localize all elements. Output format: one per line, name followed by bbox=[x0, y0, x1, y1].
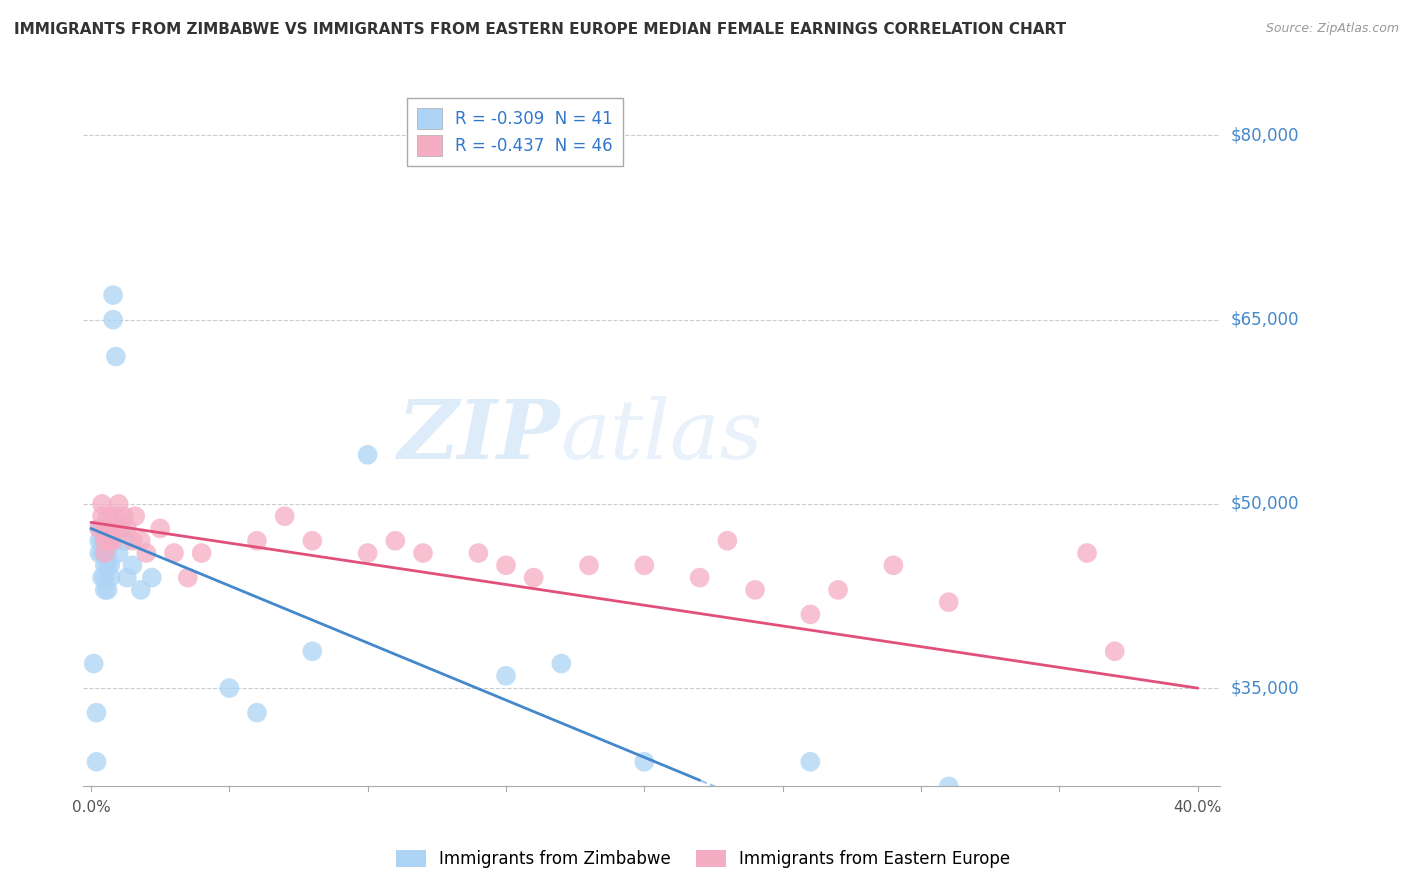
Point bbox=[101, 288, 124, 302]
Point bbox=[91, 497, 114, 511]
Point bbox=[91, 533, 114, 548]
Point bbox=[94, 533, 117, 548]
Point bbox=[129, 533, 152, 548]
Point bbox=[827, 582, 849, 597]
Text: Source: ZipAtlas.com: Source: ZipAtlas.com bbox=[1265, 22, 1399, 36]
Point bbox=[94, 546, 117, 560]
Point bbox=[301, 533, 323, 548]
Point bbox=[101, 533, 124, 548]
Point bbox=[112, 509, 135, 524]
Point bbox=[495, 669, 517, 683]
Point bbox=[94, 533, 117, 548]
Point bbox=[98, 558, 121, 573]
Point bbox=[938, 780, 960, 794]
Point bbox=[799, 755, 821, 769]
Point bbox=[94, 521, 117, 535]
Point bbox=[98, 533, 121, 548]
Point bbox=[412, 546, 434, 560]
Point bbox=[98, 521, 121, 535]
Point bbox=[121, 533, 143, 548]
Point bbox=[110, 521, 132, 535]
Point bbox=[107, 546, 129, 560]
Point bbox=[523, 571, 546, 585]
Point bbox=[578, 558, 600, 573]
Point bbox=[97, 533, 120, 548]
Point bbox=[94, 558, 117, 573]
Point bbox=[744, 582, 766, 597]
Point bbox=[121, 558, 143, 573]
Point bbox=[633, 558, 655, 573]
Point bbox=[89, 546, 111, 560]
Point bbox=[938, 595, 960, 609]
Text: $80,000: $80,000 bbox=[1232, 127, 1299, 145]
Point bbox=[115, 571, 138, 585]
Point bbox=[356, 448, 378, 462]
Point bbox=[94, 571, 117, 585]
Point bbox=[135, 546, 157, 560]
Point bbox=[107, 497, 129, 511]
Text: $50,000: $50,000 bbox=[1232, 495, 1299, 513]
Point bbox=[97, 521, 120, 535]
Point bbox=[112, 533, 135, 548]
Point bbox=[94, 546, 117, 560]
Point bbox=[104, 509, 127, 524]
Point bbox=[384, 533, 406, 548]
Point bbox=[94, 582, 117, 597]
Point bbox=[218, 681, 240, 695]
Point bbox=[129, 582, 152, 597]
Point bbox=[104, 350, 127, 364]
Point bbox=[107, 521, 129, 535]
Point bbox=[97, 546, 120, 560]
Point bbox=[141, 571, 163, 585]
Point bbox=[98, 571, 121, 585]
Text: ZIP: ZIP bbox=[398, 396, 560, 476]
Legend: Immigrants from Zimbabwe, Immigrants from Eastern Europe: Immigrants from Zimbabwe, Immigrants fro… bbox=[389, 843, 1017, 875]
Point bbox=[1076, 546, 1098, 560]
Point bbox=[246, 706, 269, 720]
Point bbox=[86, 706, 108, 720]
Point bbox=[799, 607, 821, 622]
Legend: R = -0.309  N = 41, R = -0.437  N = 46: R = -0.309 N = 41, R = -0.437 N = 46 bbox=[406, 98, 623, 166]
Point bbox=[633, 755, 655, 769]
Point bbox=[882, 558, 904, 573]
Point bbox=[124, 509, 146, 524]
Point bbox=[550, 657, 572, 671]
Point bbox=[246, 533, 269, 548]
Point bbox=[190, 546, 212, 560]
Point bbox=[495, 558, 517, 573]
Point bbox=[1104, 644, 1126, 658]
Point bbox=[177, 571, 200, 585]
Point bbox=[301, 644, 323, 658]
Point bbox=[467, 546, 489, 560]
Point bbox=[91, 571, 114, 585]
Text: atlas: atlas bbox=[560, 396, 762, 476]
Text: $35,000: $35,000 bbox=[1232, 679, 1299, 698]
Point bbox=[101, 521, 124, 535]
Text: IMMIGRANTS FROM ZIMBABWE VS IMMIGRANTS FROM EASTERN EUROPE MEDIAN FEMALE EARNING: IMMIGRANTS FROM ZIMBABWE VS IMMIGRANTS F… bbox=[14, 22, 1066, 37]
Text: $65,000: $65,000 bbox=[1232, 310, 1299, 328]
Point bbox=[89, 521, 111, 535]
Point bbox=[97, 509, 120, 524]
Point bbox=[89, 521, 111, 535]
Point bbox=[97, 558, 120, 573]
Point bbox=[86, 755, 108, 769]
Point bbox=[97, 582, 120, 597]
Point bbox=[163, 546, 186, 560]
Point bbox=[97, 533, 120, 548]
Point bbox=[689, 571, 711, 585]
Point bbox=[356, 546, 378, 560]
Point bbox=[91, 521, 114, 535]
Point bbox=[91, 546, 114, 560]
Point bbox=[115, 521, 138, 535]
Point bbox=[273, 509, 295, 524]
Point bbox=[716, 533, 738, 548]
Point bbox=[89, 533, 111, 548]
Point bbox=[107, 521, 129, 535]
Point bbox=[91, 509, 114, 524]
Point bbox=[149, 521, 172, 535]
Point bbox=[83, 657, 105, 671]
Point bbox=[101, 312, 124, 326]
